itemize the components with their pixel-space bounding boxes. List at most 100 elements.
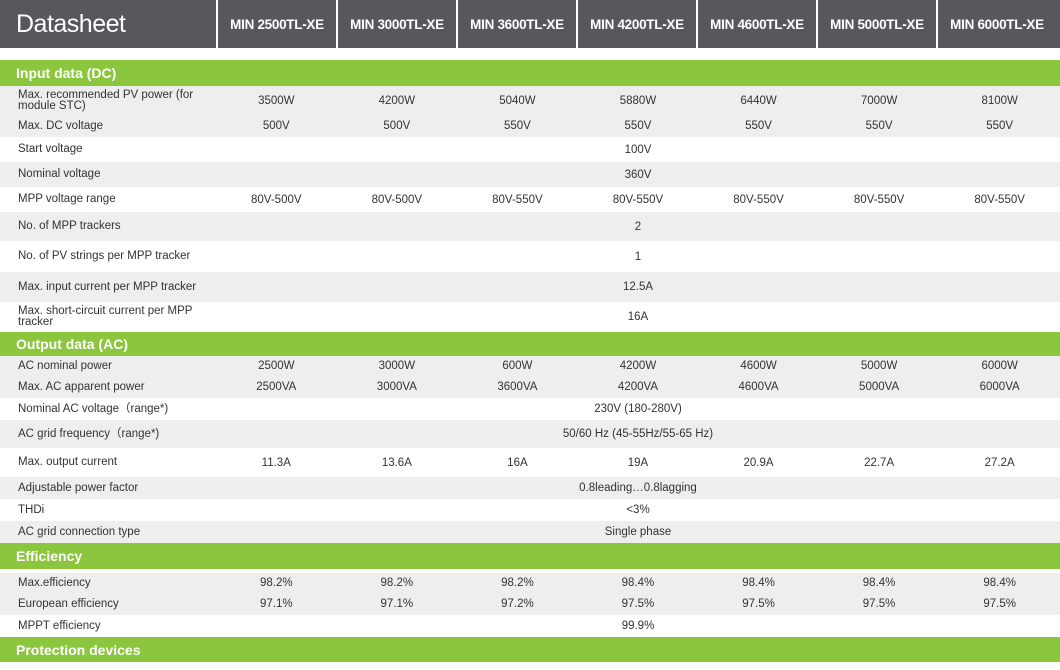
value-cell: 2 (634, 220, 642, 233)
value-cell: 80V-550V (612, 193, 664, 206)
value-cell: 4600VA (738, 381, 779, 393)
row-label: Max. recommended PV power (for module ST… (18, 88, 194, 112)
value-cell: 6440W (740, 94, 777, 107)
section-efficiency: Efficiency (0, 543, 1060, 569)
value-cell: 360V (624, 168, 652, 181)
value-cell: 98.4% (742, 577, 775, 589)
row-start-voltage: Start voltage 100V (0, 137, 1060, 162)
row-max-sc-current: Max. short-circuit current per MPP track… (0, 302, 1060, 332)
value-cell: 98.2% (501, 577, 534, 589)
row-thdi: THDi <3% (0, 499, 1060, 521)
value-cell: 550V (986, 120, 1014, 132)
value-cell: 4600W (740, 360, 777, 372)
row-mppt-efficiency: MPPT efficiency 99.9% (0, 615, 1060, 637)
row-ac-apparent-power: Max. AC apparent power 2500VA 3000VA 360… (0, 376, 1060, 398)
value-cell: 98.4% (621, 577, 655, 589)
value-cell: 97.1% (380, 598, 414, 610)
row-max-dc-voltage: Max. DC voltage 500V 500V 550V 550V 550V… (0, 115, 1060, 137)
value-cell: 230V (180-280V) (594, 403, 682, 415)
section-protection: Protection devices (0, 637, 1060, 662)
value-cell: 19A (627, 456, 649, 469)
row-label: European efficiency (18, 597, 119, 610)
value-cell: 2500VA (256, 381, 297, 393)
row-pv-strings: No. of PV strings per MPP tracker 1 (0, 241, 1060, 272)
row-ac-nominal-power: AC nominal power 2500W 3000W 600W 4200W … (0, 356, 1060, 376)
value-cell: 16A (627, 311, 649, 323)
value-cell: 500V (383, 120, 411, 132)
value-cell: 550V (503, 120, 531, 132)
row-max-efficiency: Max.efficiency 98.2% 98.2% 98.2% 98.4% 9… (0, 573, 1060, 593)
value-cell: 80V-500V (251, 193, 302, 206)
value-cell: 97.5% (983, 598, 1016, 610)
value-cell: 5040W (499, 94, 536, 107)
model-header-2: MIN 3000TL-XE (336, 0, 456, 48)
value-cell: 97.5% (742, 598, 775, 610)
value-cell: 500V (262, 120, 290, 132)
value-cell: 98.2% (259, 577, 293, 589)
value-cell: 80V-550V (974, 193, 1025, 206)
value-cell: 4200VA (617, 381, 658, 393)
value-cell: 600W (502, 360, 533, 372)
row-label: Max.efficiency (18, 576, 91, 589)
value-cell: 6000W (981, 360, 1018, 372)
row-label: Adjustable power factor (18, 481, 139, 494)
row-label: No. of MPP trackers (18, 220, 121, 232)
value-cell: 16A (507, 456, 528, 469)
row-mpp-trackers: No. of MPP trackers 2 (0, 212, 1060, 241)
value-cell: 80V-550V (853, 193, 905, 206)
row-label: MPPT efficiency (18, 619, 101, 632)
value-cell: 50/60 Hz (45-55Hz/55-65 Hz) (562, 428, 714, 440)
model-header-5: MIN 4600TL-XE (696, 0, 816, 48)
value-cell: 98.2% (380, 577, 414, 589)
value-cell: 2500W (258, 360, 295, 372)
row-label: THDi (18, 503, 45, 516)
value-cell: 20.9A (743, 456, 774, 469)
row-power-factor: Adjustable power factor 0.8leading…0.8la… (0, 477, 1060, 499)
row-label: Max. input current per MPP tracker (18, 280, 197, 293)
value-cell: 99.9% (621, 620, 655, 632)
value-cell: 27.2A (984, 456, 1015, 469)
value-cell: 4200W (378, 94, 416, 107)
value-cell: 13.6A (381, 456, 412, 469)
value-cell: 0.8leading…0.8lagging (579, 482, 697, 494)
value-cell: 97.5% (862, 598, 896, 610)
value-cell: 98.4% (983, 577, 1016, 589)
section-spacer (0, 569, 1060, 573)
value-cell: 550V (865, 120, 893, 132)
value-cell: 8100W (981, 94, 1018, 107)
value-cell: 550V (745, 120, 772, 132)
model-header-6: MIN 5000TL-XE (816, 0, 936, 48)
value-cell: 1 (634, 250, 642, 263)
row-label: AC grid connection type (18, 525, 141, 538)
row-label: AC nominal power (18, 359, 112, 372)
row-label: Max. AC apparent power (18, 380, 145, 393)
row-max-pv-power: Max. recommended PV power (for module ST… (0, 86, 1060, 115)
value-cell: 80V-500V (371, 193, 423, 206)
value-cell: 3000VA (376, 381, 417, 393)
value-cell: 98.4% (862, 577, 896, 589)
row-label: Max. DC voltage (18, 119, 104, 132)
value-cell: 5000W (860, 360, 898, 372)
section-output: Output data (AC) (0, 332, 1060, 356)
value-cell: 4200W (619, 360, 657, 372)
value-cell: 6000VA (979, 381, 1020, 393)
row-label: Nominal AC voltage（range*) (18, 402, 169, 415)
value-cell: 7000W (860, 94, 898, 107)
model-header-7: MIN 6000TL-XE (936, 0, 1056, 48)
row-max-output-current: Max. output current 11.3A 13.6A 16A 19A … (0, 448, 1060, 477)
row-label: Max. short-circuit current per MPP track… (18, 305, 193, 328)
value-cell: 3000W (378, 360, 416, 372)
datasheet-header: Datasheet MIN 2500TL-XE MIN 3000TL-XE MI… (0, 0, 1060, 48)
value-cell: 100V (624, 143, 652, 156)
value-cell: 97.1% (259, 598, 293, 610)
value-cell: 5000VA (859, 381, 900, 393)
row-ac-grid-frequency: AC grid frequency（range*) 50/60 Hz (45-5… (0, 420, 1060, 448)
value-cell: 12.5A (622, 281, 654, 293)
model-header-1: MIN 2500TL-XE (216, 0, 336, 48)
row-grid-connection: AC grid connection type Single phase (0, 521, 1060, 543)
value-cell: 3600VA (497, 381, 538, 393)
value-cell: 80V-550V (492, 193, 543, 206)
value-cell: 97.2% (501, 598, 534, 610)
datasheet-title: Datasheet (16, 9, 126, 38)
